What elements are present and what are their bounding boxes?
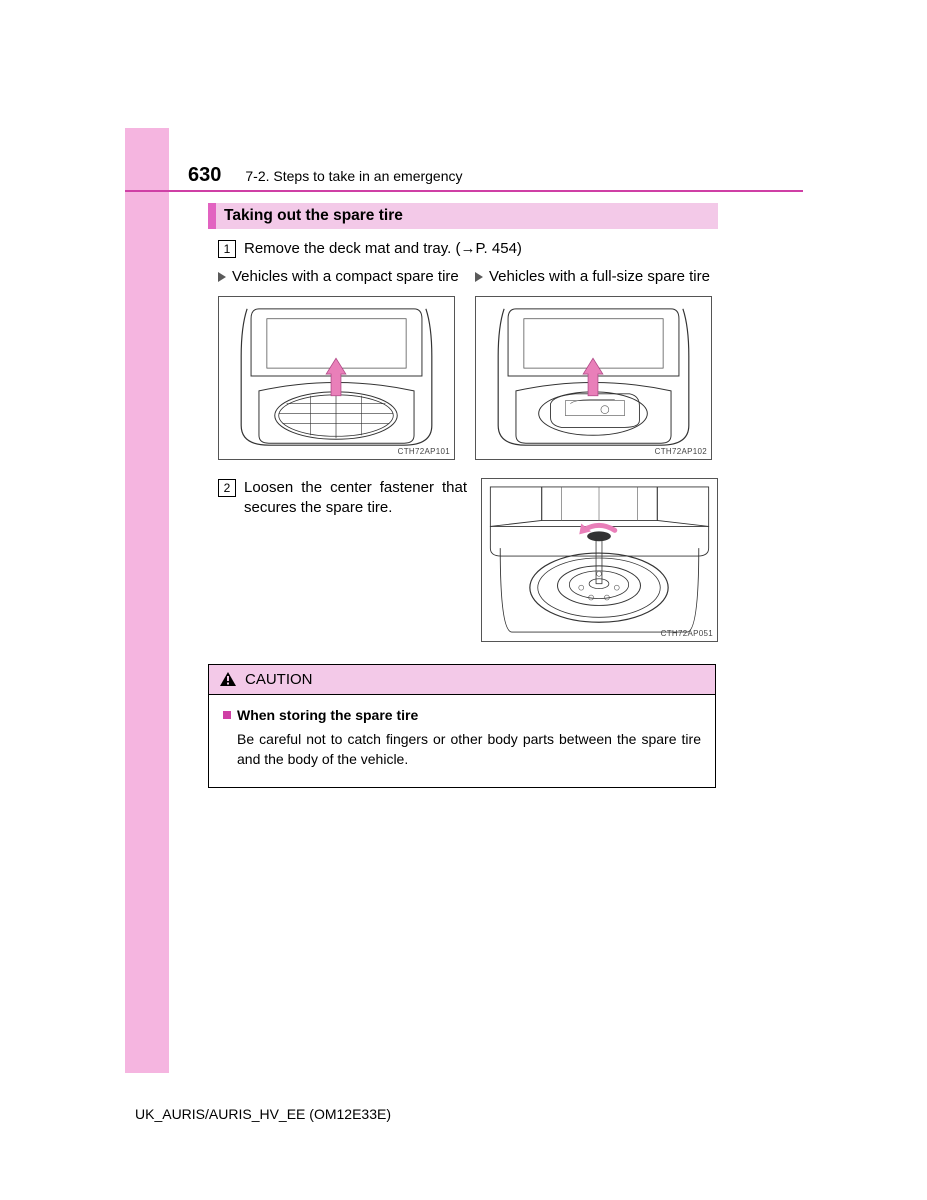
triangle-bullet-icon: [218, 272, 226, 282]
caution-subheading: When storing the spare tire: [237, 705, 418, 725]
figure-code: CTH72AP051: [661, 629, 713, 638]
page-header: 630 7-2. Steps to take in an emergency: [188, 164, 803, 187]
section-title: Taking out the spare tire: [216, 203, 718, 229]
caution-subheading-row: When storing the spare tire: [223, 705, 701, 725]
caution-body: When storing the spare tire Be careful n…: [209, 695, 715, 788]
step-2: 2 Loosen the center fastener that secure…: [218, 478, 467, 519]
section-sidebar: [125, 128, 169, 1073]
footer-doc-id: UK_AURIS/AURIS_HV_EE (OM12E33E): [135, 1106, 391, 1122]
figure-compact-tire: CTH72AP101: [218, 296, 455, 460]
caution-text: Be careful not to catch fingers or other…: [237, 729, 701, 770]
content-area: Taking out the spare tire 1 Remove the d…: [208, 203, 718, 788]
trunk-illustration-compact: [219, 297, 454, 459]
caution-label: CAUTION: [245, 671, 313, 688]
page-number: 630: [188, 164, 221, 187]
step-number-box: 2: [218, 479, 236, 497]
header-rule: [125, 190, 803, 192]
trunk-illustration-loosen: [482, 479, 717, 641]
square-bullet-icon: [223, 711, 231, 719]
step-2-row: 2 Loosen the center fastener that secure…: [218, 478, 718, 642]
figure-code: CTH72AP101: [398, 447, 450, 456]
triangle-bullet-icon: [475, 272, 483, 282]
warning-triangle-icon: [219, 671, 237, 687]
figure-fullsize-tire: CTH72AP102: [475, 296, 712, 460]
section-title-row: Taking out the spare tire: [208, 203, 718, 229]
figure-two-column: Vehicles with a compact spare tire: [218, 267, 718, 459]
col-left-heading-text: Vehicles with a compact spare tire: [232, 267, 459, 287]
column-left: Vehicles with a compact spare tire: [218, 267, 461, 459]
step-2-text: Loosen the center fastener that secures …: [244, 478, 467, 519]
column-right: Vehicles with a full-size spare tire: [475, 267, 718, 459]
title-accent: [208, 203, 216, 229]
step-1: 1 Remove the deck mat and tray. (→P. 454…: [218, 239, 718, 259]
step-number-box: 1: [218, 240, 236, 258]
figure-loosen-fastener: CTH72AP051: [481, 478, 718, 642]
col-left-heading: Vehicles with a compact spare tire: [218, 267, 461, 287]
col-right-heading: Vehicles with a full-size spare tire: [475, 267, 718, 287]
caution-header: CAUTION: [209, 665, 715, 695]
section-path: 7-2. Steps to take in an emergency: [245, 168, 462, 184]
trunk-illustration-fullsize: [476, 297, 711, 459]
figure-code: CTH72AP102: [655, 447, 707, 456]
caution-box: CAUTION When storing the spare tire Be c…: [208, 664, 716, 789]
step-1-text: Remove the deck mat and tray. (→P. 454): [244, 239, 522, 259]
col-right-heading-text: Vehicles with a full-size spare tire: [489, 267, 710, 287]
